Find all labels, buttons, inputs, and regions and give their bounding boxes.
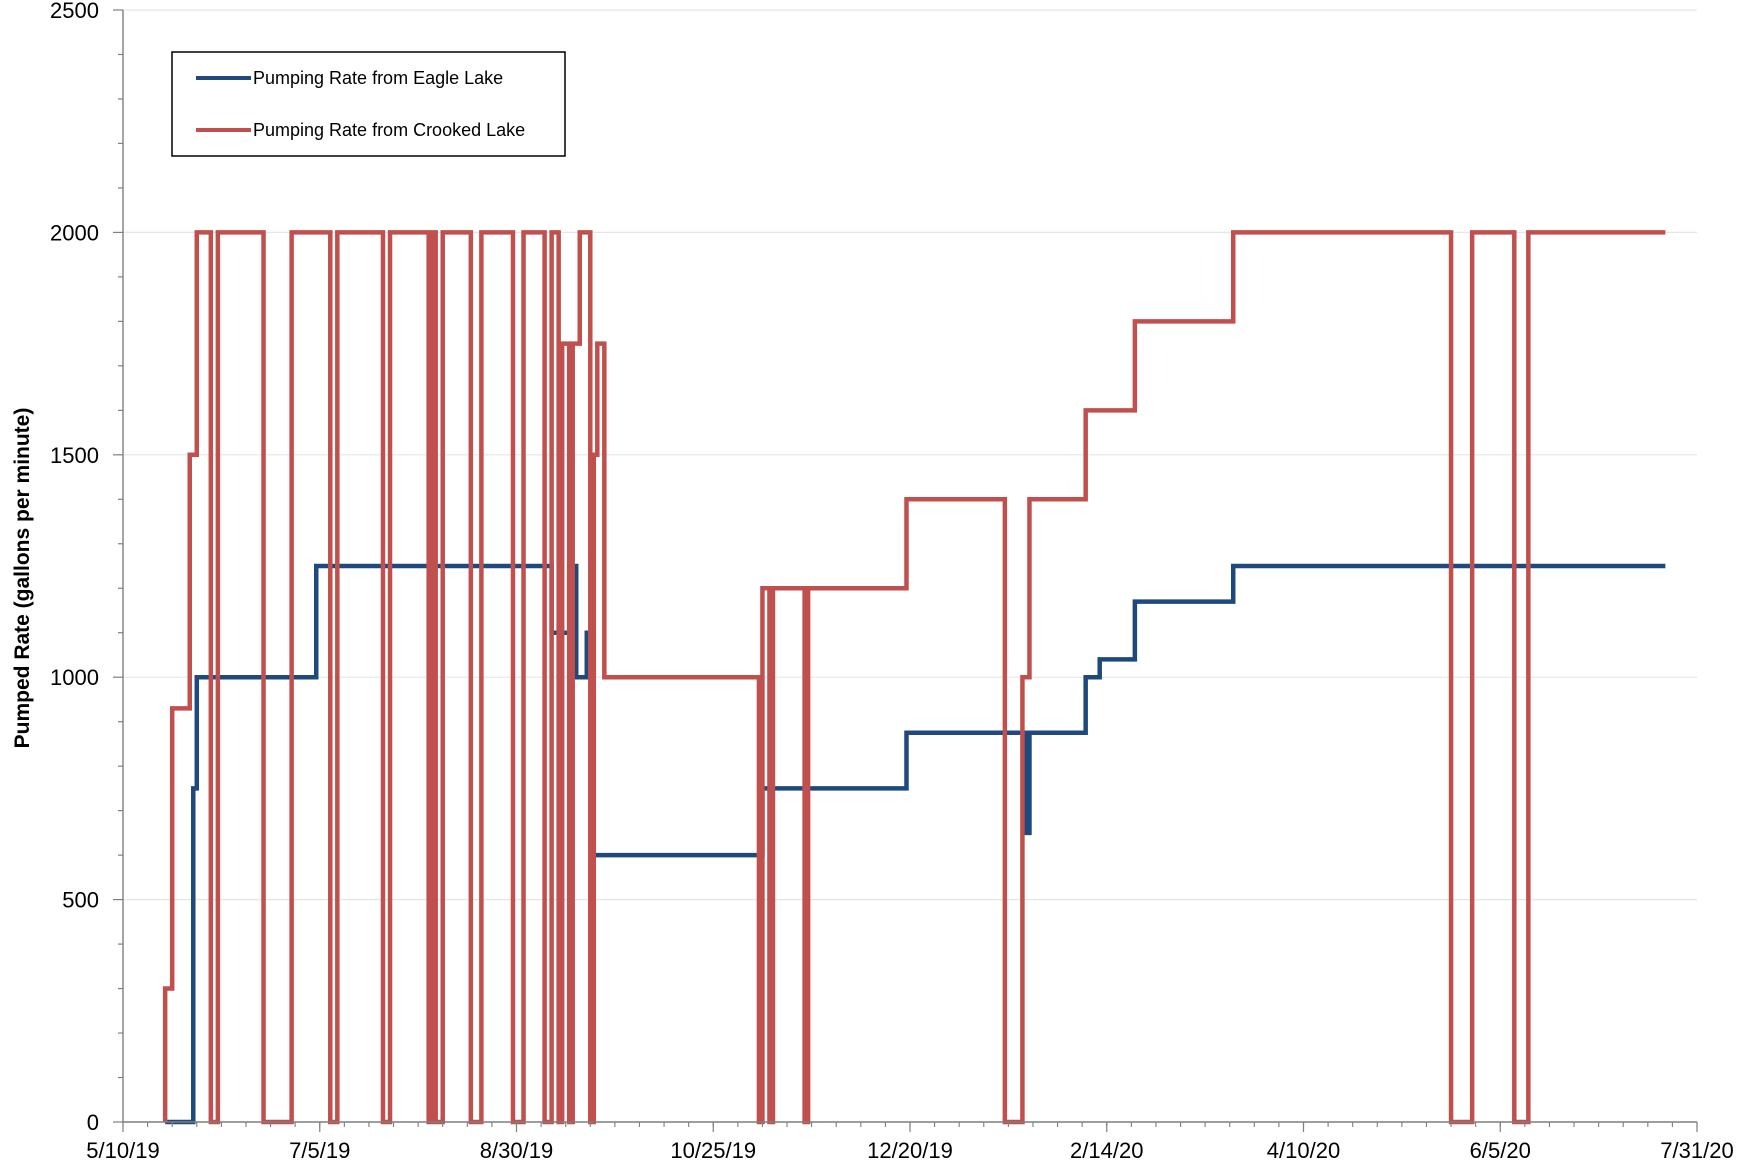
x-tick-label: 12/20/19	[867, 1138, 953, 1163]
y-tick-label: 500	[62, 888, 99, 913]
legend: Pumping Rate from Eagle Lake Pumping Rat…	[171, 51, 566, 157]
x-tick-label: 10/25/19	[670, 1138, 756, 1163]
series-lines	[162, 230, 1666, 1125]
x-tick-label: 5/10/19	[86, 1138, 159, 1163]
y-tick-label: 2000	[50, 220, 99, 245]
legend-label-eagle-lake: Pumping Rate from Eagle Lake	[253, 68, 503, 88]
y-tick-labels: 0 500 1000 1500 2000 2500	[50, 0, 99, 1135]
x-tick-label: 6/5/20	[1470, 1138, 1531, 1163]
series-line-crooked-lake	[162, 230, 1666, 1125]
x-tick-label: 8/30/19	[480, 1138, 553, 1163]
x-tick-label: 7/5/19	[289, 1138, 350, 1163]
x-tick-label: 2/14/20	[1070, 1138, 1143, 1163]
x-tick-label: 7/31/20	[1660, 1138, 1733, 1163]
legend-box	[171, 51, 566, 157]
x-tick-label: 4/10/20	[1267, 1138, 1340, 1163]
legend-label-crooked-lake: Pumping Rate from Crooked Lake	[253, 120, 525, 140]
y-axis-title: Pumped Rate (gallons per minute)	[11, 408, 34, 749]
y-tick-label: 2500	[50, 0, 99, 23]
y-tick-label: 1000	[50, 665, 99, 690]
x-tick-labels: 5/10/19 7/5/19 8/30/19 10/25/19 12/20/19 2/14…	[86, 1138, 1733, 1163]
series-line-eagle-lake	[165, 563, 1666, 1125]
y-tick-label: 1500	[50, 443, 99, 468]
y-tick-label: 0	[87, 1110, 99, 1135]
axes	[113, 9, 1698, 1132]
